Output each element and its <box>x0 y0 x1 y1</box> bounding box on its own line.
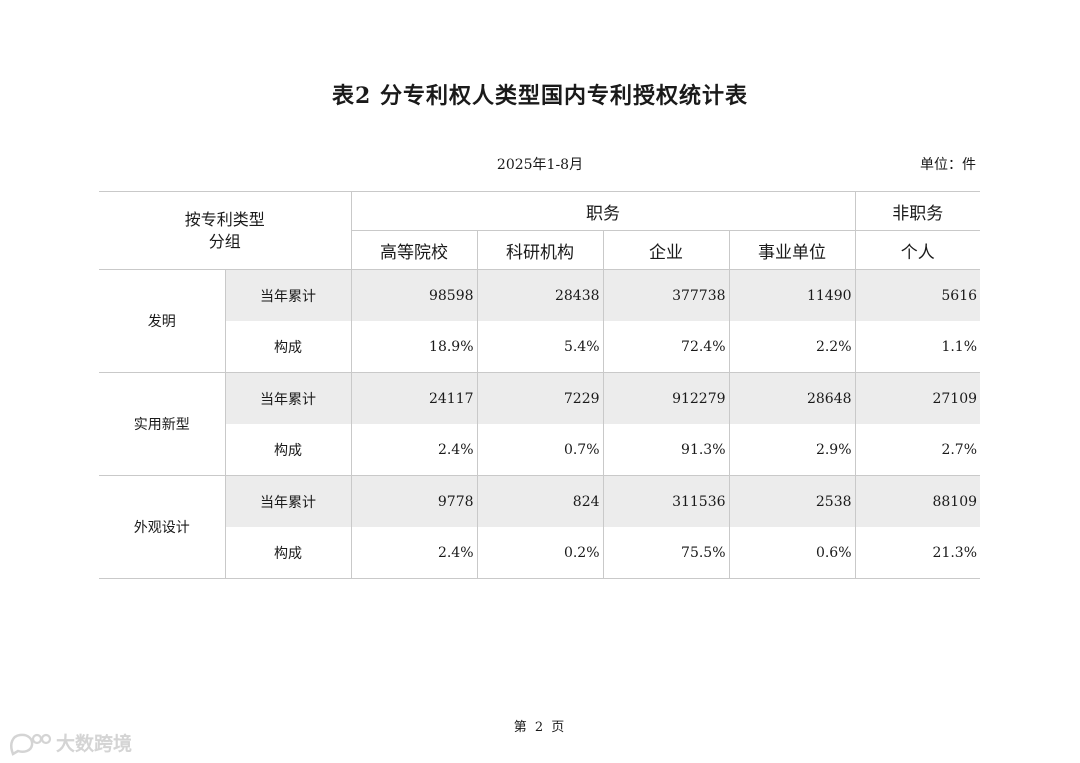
table-cell: 0.6% <box>728 527 856 579</box>
table-title: 表2 分专利权人类型国内专利授权统计表 <box>332 83 748 109</box>
column-header-enterprise: 企业 <box>602 230 730 270</box>
table-cell: 2538 <box>728 475 856 527</box>
table-cell: 24117 <box>350 372 478 424</box>
service-header: 职务 <box>350 191 856 231</box>
table-cell: 21.3% <box>854 527 981 579</box>
group-header-line-1: 按专利类型 <box>184 209 265 229</box>
column-header-university: 高等院校 <box>350 230 478 270</box>
table-cell: 2.9% <box>728 424 856 476</box>
metric-label-cumulative: 当年累计 <box>224 372 352 424</box>
patent-grant-table: 按专利类型 分组 职务 非职务 高等院校 科研机构 企业 事业单位 个人 发明 … <box>99 191 981 579</box>
watermark-text: 大数跨境 <box>56 733 133 755</box>
table-cell: 824 <box>476 475 604 527</box>
table-row: 构成 2.4% 0.2% 75.5% 0.6% 21.3% <box>99 527 981 579</box>
table-cell: 27109 <box>854 372 981 424</box>
column-header-research-institute: 科研机构 <box>476 230 604 270</box>
column-header-individual: 个人 <box>854 230 981 270</box>
table-cell: 2.7% <box>854 424 981 476</box>
table-cell: 912279 <box>602 372 730 424</box>
table-cell: 72.4% <box>602 321 730 373</box>
table-cell: 0.7% <box>476 424 604 476</box>
table-cell: 28438 <box>476 269 604 321</box>
unit-label: 单位：件 <box>920 157 976 173</box>
table-cell: 75.5% <box>602 527 730 579</box>
table-cell: 28648 <box>728 372 856 424</box>
table-cell: 311536 <box>602 475 730 527</box>
table-row: 实用新型 当年累计 24117 7229 912279 28648 27109 <box>99 372 981 476</box>
non-service-header: 非职务 <box>854 191 981 231</box>
table-cell: 1.1% <box>854 321 981 373</box>
table-cell: 18.9% <box>350 321 478 373</box>
table-cell: 98598 <box>350 269 478 321</box>
table-cell: 2.2% <box>728 321 856 373</box>
watermark-logo: 大数跨境 <box>8 729 132 756</box>
table-cell: 11490 <box>728 269 856 321</box>
category-utility-model: 实用新型 <box>99 372 225 476</box>
table-cell: 2.4% <box>350 424 478 476</box>
metric-label-cumulative: 当年累计 <box>224 475 352 527</box>
group-header: 按专利类型 分组 <box>99 191 352 270</box>
table-cell: 5616 <box>854 269 981 321</box>
table-cell: 2.4% <box>350 527 478 579</box>
table-row: 构成 2.4% 0.7% 91.3% 2.9% 2.7% <box>99 424 981 476</box>
table-cell: 88109 <box>854 475 981 527</box>
group-header-line-2: 分组 <box>208 231 241 251</box>
metric-label-composition: 构成 <box>224 527 352 579</box>
table-cell: 7229 <box>476 372 604 424</box>
page-number: 第 2 页 <box>513 720 567 735</box>
metric-label-composition: 构成 <box>224 424 352 476</box>
metric-label-cumulative: 当年累计 <box>224 269 352 321</box>
table-row: 构成 18.9% 5.4% 72.4% 2.2% 1.1% <box>99 321 981 373</box>
column-header-public-institution: 事业单位 <box>728 230 856 270</box>
table-cell: 91.3% <box>602 424 730 476</box>
chat-bubble-icon <box>10 733 52 756</box>
table-cell: 0.2% <box>476 527 604 579</box>
category-invention: 发明 <box>99 269 225 373</box>
table-row: 外观设计 当年累计 9778 824 311536 2538 88109 <box>99 475 981 579</box>
metric-label-composition: 构成 <box>224 321 352 373</box>
reporting-period: 2025年1-8月 <box>496 157 584 173</box>
table-cell: 9778 <box>350 475 478 527</box>
table-cell: 377738 <box>602 269 730 321</box>
table-row: 发明 当年累计 98598 28438 377738 11490 5616 <box>99 269 981 373</box>
category-design: 外观设计 <box>99 475 225 579</box>
table-cell: 5.4% <box>476 321 604 373</box>
